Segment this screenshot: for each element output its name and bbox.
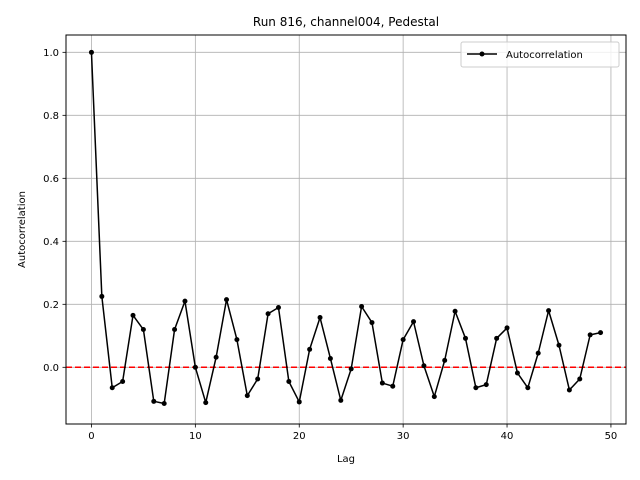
data-point (120, 378, 126, 384)
data-point (151, 398, 157, 404)
data-point (99, 293, 105, 299)
y-tick-label: 0.4 (43, 237, 59, 248)
data-point (598, 330, 604, 336)
data-point (161, 401, 167, 407)
y-tick-label: 1.0 (43, 48, 59, 59)
data-point (182, 298, 188, 304)
data-series (88, 49, 604, 407)
data-point (514, 370, 520, 376)
y-axis-label: Autocorrelation (17, 191, 28, 268)
series-line (90, 52, 601, 405)
data-point (473, 385, 479, 391)
y-tick-label: 0.6 (43, 174, 59, 185)
chart-title: Run 816, channel004, Pedestal (253, 15, 439, 29)
legend-box (460, 41, 620, 68)
x-tick-label: 10 (189, 431, 202, 442)
data-point (431, 394, 437, 400)
data-point (359, 304, 365, 310)
y-tick-label: 0.0 (43, 363, 59, 374)
data-point (296, 399, 302, 405)
data-point (307, 346, 313, 352)
legend-label: Autocorrelation (506, 50, 583, 61)
data-point (587, 332, 593, 338)
data-point (566, 387, 572, 393)
data-point (130, 312, 136, 318)
x-axis-label: Lag (337, 454, 355, 465)
data-point (286, 378, 292, 384)
data-point (546, 308, 552, 314)
x-tick-label: 30 (397, 431, 410, 442)
data-point (400, 337, 406, 343)
axis-ticks: 0 10 20 30 40 50 0.0 0.2 0.4 0.6 0.8 1.0 (43, 48, 617, 442)
data-point (244, 393, 250, 399)
data-point (234, 337, 240, 343)
data-point (255, 376, 261, 382)
data-point (494, 335, 500, 341)
data-point (577, 376, 583, 382)
data-point (140, 327, 146, 333)
data-point (421, 363, 427, 369)
x-tick-label: 20 (293, 431, 306, 442)
legend-marker (479, 51, 485, 57)
data-point (327, 355, 333, 361)
data-point (483, 382, 489, 388)
data-point (317, 315, 323, 321)
data-point (265, 311, 271, 317)
data-point (462, 335, 468, 341)
x-tick-label: 0 (88, 431, 94, 442)
data-point (390, 383, 396, 389)
legend: Autocorrelation (460, 41, 620, 68)
data-point (172, 327, 178, 333)
data-point (556, 342, 562, 348)
data-point (224, 297, 230, 303)
data-point (213, 354, 219, 360)
x-tick-label: 40 (501, 431, 514, 442)
data-point (379, 380, 385, 386)
x-tick-label: 50 (605, 431, 618, 442)
data-point (535, 350, 541, 356)
data-point (203, 400, 209, 406)
data-point (192, 364, 198, 370)
data-point (88, 49, 94, 55)
data-point (525, 385, 531, 391)
data-point (348, 366, 354, 372)
data-point (275, 304, 281, 310)
plot-frame (65, 34, 627, 425)
data-point (369, 320, 375, 326)
y-tick-label: 0.2 (43, 300, 59, 311)
data-point (411, 319, 417, 325)
y-tick-label: 0.8 (43, 111, 59, 122)
data-point (338, 397, 344, 403)
data-point (452, 308, 458, 314)
data-point (109, 385, 115, 391)
data-point (504, 325, 510, 331)
data-point (442, 357, 448, 363)
